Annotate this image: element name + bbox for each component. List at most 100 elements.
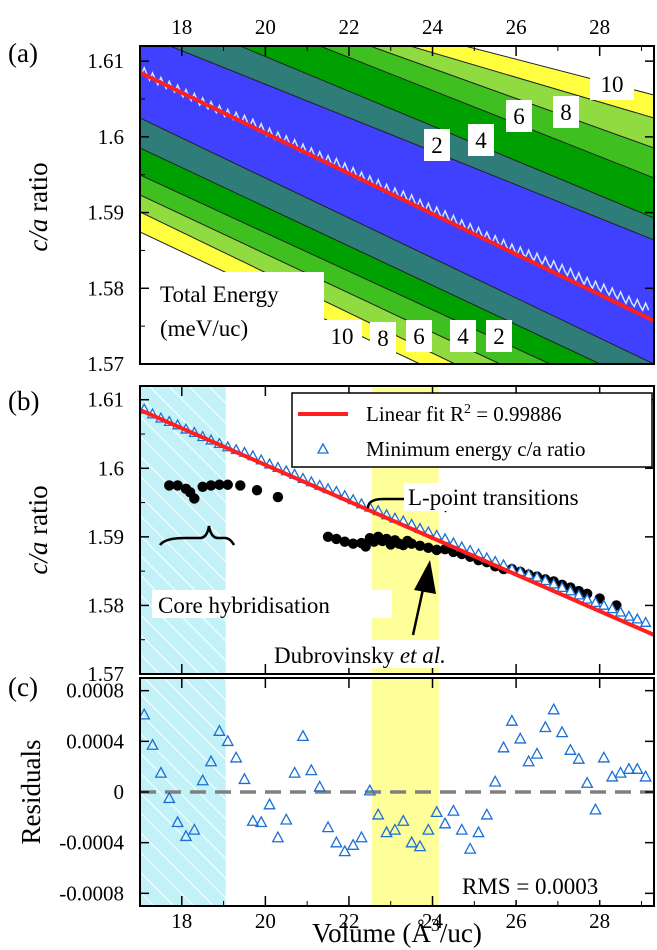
dubrovinsky-point (431, 544, 442, 556)
rms-label-bg (456, 872, 636, 900)
x-tick-label: 22 (338, 909, 359, 933)
energy-caption-line2: (meV/uc) (160, 316, 248, 341)
residual-point (614, 766, 627, 778)
residual-point (430, 805, 444, 818)
contour-label-box-6-bottom (406, 320, 432, 352)
residual-point (246, 814, 260, 826)
dubrovinsky-point (272, 491, 284, 503)
residual-point (330, 835, 343, 848)
residual-point (179, 829, 193, 842)
residual-point (447, 804, 460, 816)
contour-label-6-bottom: 6 (413, 324, 425, 349)
dubrovinsky-point (189, 493, 200, 504)
dubrovinsky-point (214, 479, 225, 490)
residual-point (355, 830, 368, 843)
dubrovinsky-label-bg (268, 640, 472, 668)
y-axis-title-b: c/a ratio (23, 485, 53, 574)
residual-point (254, 815, 268, 828)
residual-point (422, 823, 435, 835)
contour-label-2-right: 2 (431, 133, 443, 158)
y-tick-label-c: -0.0004 (59, 831, 124, 855)
residual-point (204, 754, 218, 767)
x-tick-label: 28 (589, 909, 610, 933)
residual-point (338, 844, 352, 857)
y-axis-b: 1.61 1.6 1.59 1.58 1.57 (87, 388, 654, 686)
residual-point (438, 816, 452, 829)
contour-label-box-4-right (468, 124, 494, 156)
residual-point (513, 731, 527, 744)
legend-box (291, 392, 653, 468)
residual-point (396, 814, 410, 826)
residual-point (455, 823, 469, 835)
minimum-fit-line-a (140, 70, 654, 323)
residual-point (589, 802, 602, 815)
residual-point (346, 838, 360, 850)
residual-point (472, 825, 485, 838)
residual-point (188, 823, 201, 835)
residual-point (480, 807, 494, 820)
dubrovinsky-point (222, 479, 233, 490)
residual-point (605, 769, 619, 782)
minimum-energy-point (623, 610, 635, 621)
minimum-energy-point (614, 605, 627, 617)
legend-fit-label: Linear fit R2 = 0.99886 (366, 402, 562, 426)
residual-point (630, 762, 644, 774)
minimum-energy-point (589, 596, 602, 608)
dubrovinsky-point (205, 480, 217, 491)
panel-label-b: (b) (8, 386, 39, 416)
contour-label-4-right: 4 (475, 128, 487, 153)
minimum-energy-point (531, 570, 543, 582)
residual-point (263, 797, 276, 810)
core-label-bg (152, 590, 392, 618)
contour-label-6-right: 6 (513, 104, 525, 129)
residual-point (488, 775, 502, 787)
l-point-label-bg (404, 483, 624, 511)
x-tick-label-top: 20 (255, 15, 276, 39)
contour-label-box-10-bottom (322, 320, 362, 352)
linear-fit-line-b (140, 408, 654, 637)
y-tick-label: 1.57 (87, 662, 124, 686)
contour-label-box-6-right (506, 100, 532, 132)
legend-minimum-label: Minimum energy c/a ratio (366, 437, 585, 461)
core-hybridisation-shade-b (140, 386, 226, 674)
minimum-energy-point (639, 616, 652, 627)
contour-label-box-4-bottom (450, 320, 476, 352)
residual-point (622, 762, 636, 774)
y-tick-label: 1.6 (98, 456, 124, 480)
residual-point (555, 725, 569, 738)
panel-a-frame (139, 45, 655, 365)
x-tick-label: 26 (506, 909, 527, 933)
dubrovinsky-point (172, 480, 183, 491)
contour-label-box-8-bottom (370, 322, 396, 354)
residual-point (140, 707, 151, 720)
contour-label-2-bottom: 2 (493, 324, 505, 349)
minimum-energy-point (572, 588, 585, 600)
residual-point (229, 750, 243, 763)
minimum-energy-point (539, 574, 552, 586)
x-tick-label-top: 18 (171, 15, 192, 39)
contour-label-box-8-right (553, 96, 579, 128)
residual-point (388, 823, 402, 835)
contour-label-box-2-bottom (486, 320, 512, 352)
energy-caption-box (152, 272, 324, 354)
y-tick-label-c: 0.0004 (66, 729, 124, 753)
residual-point (413, 839, 427, 852)
y-tick-label: 1.58 (87, 593, 124, 617)
dubrovinsky-point (406, 538, 417, 549)
minimum-energy-point (564, 584, 577, 596)
dubrovinsky-point (347, 538, 359, 549)
x-tick-label-top: 28 (589, 15, 610, 39)
x-axis-title: Volume (Å3/uc) (312, 915, 482, 948)
residual-point (321, 820, 335, 833)
residual-point (371, 807, 385, 820)
y-tick-label-c: 0.0008 (66, 679, 124, 703)
panel-b-scatter: 1.61 1.6 1.59 1.58 1.57 Linear fit R2 = 0.99… (8, 385, 655, 686)
contour-band-blue-minimum (140, 46, 654, 364)
panel-label-a: (a) (8, 38, 38, 68)
panel-b-frame (139, 385, 655, 675)
dubrovinsky-point (235, 480, 246, 491)
y-tick-label: 1.61 (87, 49, 124, 73)
y-tick-label: 1.6 (98, 125, 124, 149)
dubrovinsky-arrow-head (414, 560, 436, 594)
